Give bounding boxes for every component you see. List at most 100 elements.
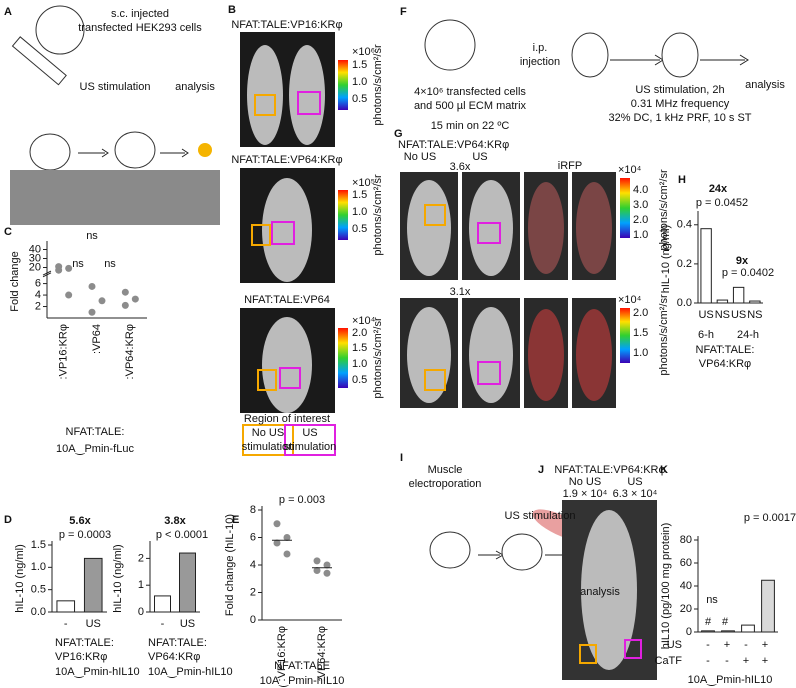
annotation: 1.5 [352,189,367,201]
annotation: Muscle [428,464,463,476]
annotation: 10A‿Pmin-hIL10 [55,666,140,678]
y-tick-label: 0 [686,626,692,638]
y-axis-label: Fold change (hIL-10) [224,514,236,616]
annotation: 2.0 [633,214,648,226]
bar [83,557,103,613]
annotation: US [472,151,487,163]
annotation: 1.0 [352,76,367,88]
annotation: H [678,174,686,186]
point [313,557,321,565]
point [121,301,129,309]
annotation: ns [72,258,84,270]
annotation: photons/s/cm²/sr [372,317,384,399]
y-tick-label: 0.0 [677,297,692,309]
annotation: No US [569,476,601,488]
y-tick-label: 30 [29,252,41,264]
annotation: 4.0 [633,184,648,196]
annotation: NFAT:TALE: [66,426,125,438]
y-axis-label: hIL-10 (ng/ml) [14,544,26,612]
bar [701,630,715,633]
point [65,264,73,272]
x-tick-label: :VP64:KRφ [316,626,328,681]
annotation: ×10⁴ [618,294,642,306]
annotation: ns [104,258,116,270]
annotation: ×10⁴ [618,164,642,176]
x-tick-label: :VP64:KRφ [124,324,136,379]
annotation: 3.1x [450,286,471,298]
annotation: D [4,514,12,526]
annotation: No US [252,427,284,439]
annotation: photons/s/cm²/sr [658,294,670,376]
annotation: 3.0 [633,199,648,211]
y-tick-label: 2 [250,586,256,598]
bar [761,579,775,633]
annotation: p = 0.0402 [722,267,774,279]
x-tick-label: US [731,309,746,321]
x-tick-label: :VP16:KRφ [58,324,70,379]
annotation: stimulation [284,441,337,453]
annotation: NFAT:TALE: [55,637,114,649]
annotation: + [762,655,768,667]
annotation: stimulation [242,441,295,453]
annotation: NFAT:TALE:VP64:KRφ [398,139,509,151]
annotation: iRFP [558,160,582,172]
annotation: 1.5 [352,342,367,354]
annotation: NFAT:TALE:VP64:KRφ [554,464,665,476]
annotation: 10A‿Pmin-hIL10 [260,675,345,687]
annotation: photons/s/cm²/sr [372,174,384,256]
annotation: NFAT:TALE:VP64:KRφ [231,154,342,166]
annotation: F [400,6,407,18]
annotation: VP64:KRφ [148,651,200,663]
point [283,550,291,558]
annotation: NFAT:TALE:VP64 [244,294,330,306]
annotation: ×10⁴ [352,315,376,327]
annotation: US [667,639,682,651]
annotation: p = 0.003 [279,494,325,506]
bar [700,228,712,304]
y-tick-label: 1 [138,579,144,591]
bar [716,299,729,304]
annotation: ×10⁵ [352,177,375,189]
annotation: US [302,427,317,439]
y-tick-label: 0 [138,606,144,618]
annotation: CaTF [655,655,683,667]
point [88,308,96,316]
y-tick-label: 8 [250,504,256,516]
annotation: J [538,464,544,476]
annotation: Region of interest [244,413,330,425]
point [323,569,331,577]
annotation: 1.0 [633,347,648,359]
annotation: # [722,616,729,628]
annotation: 24x [709,183,728,195]
point [283,534,291,541]
annotation: 1.0 [352,358,367,370]
annotation: 15 min on 22 ºC [431,120,510,132]
x-tick-label: US [698,309,713,321]
annotation: 6-h [698,329,714,341]
annotation: 4×10⁶ transfected cells [414,86,526,98]
annotation: US [627,476,642,488]
y-axis-label: hIL10 (pg/100 mg protein) [660,523,672,650]
y-tick-label: 4 [35,289,41,301]
y-tick-label: 60 [680,557,692,569]
bar [179,552,196,613]
y-tick-label: 2 [138,552,144,564]
annotation: analysis [580,586,620,598]
annotation: 10A‿Pmin-hIL10 [148,666,233,678]
point [121,288,129,296]
annotation: 1.0 [633,229,648,241]
x-tick-label: :VP64 [91,324,103,354]
annotation: p = 0.0017 [744,512,796,524]
annotation: p = 0.0003 [59,529,111,541]
photo [10,170,220,225]
y-tick-label: 1.5 [31,539,46,551]
bar [721,630,735,633]
x-tick-label: NS [715,309,730,321]
x-tick-label: - [161,618,165,630]
annotation: 0.5 [352,223,367,235]
annotation: 2.0 [352,327,367,339]
y-tick-label: 0.0 [31,606,46,618]
y-tick-label: 40 [29,243,41,255]
y-tick-label: 0.5 [31,584,46,596]
